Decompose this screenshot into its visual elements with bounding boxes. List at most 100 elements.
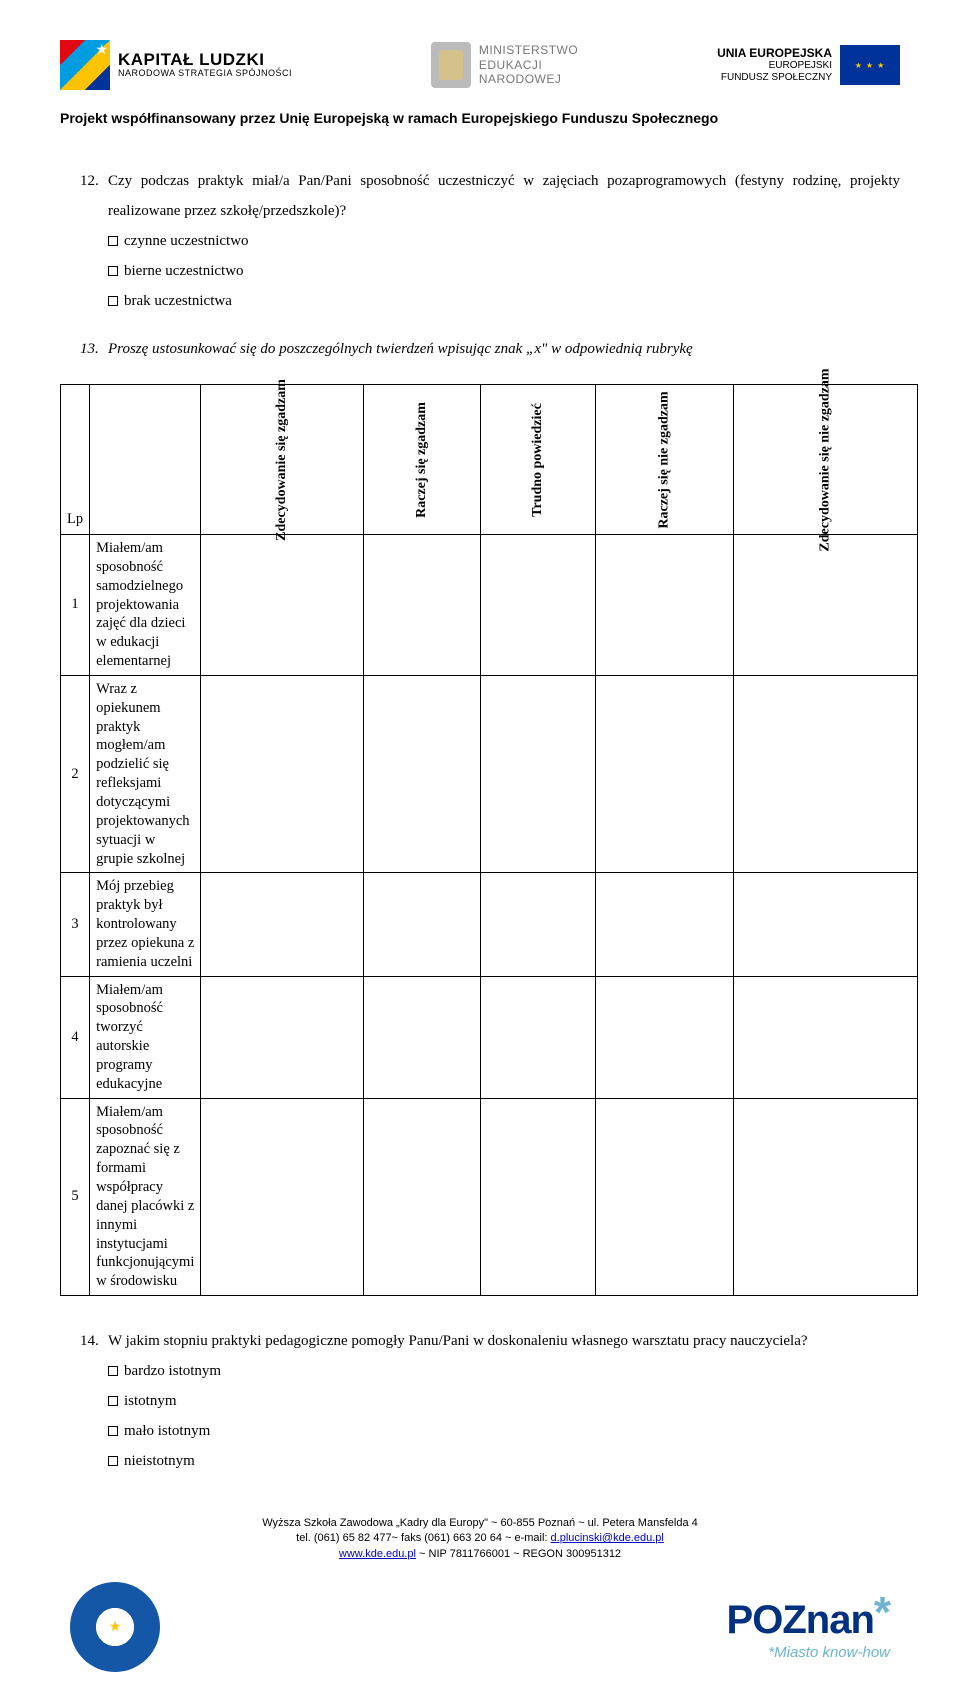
response-cell[interactable] bbox=[595, 675, 733, 872]
checkbox-icon[interactable] bbox=[108, 1426, 118, 1436]
header-logo-row: ★ KAPITAŁ LUDZKI NARODOWA STRATEGIA SPÓJ… bbox=[60, 40, 900, 90]
footer-line2: tel. (061) 65 82 477~ faks (061) 663 20 … bbox=[60, 1531, 900, 1546]
checkbox-icon[interactable] bbox=[108, 266, 118, 276]
response-cell[interactable] bbox=[595, 976, 733, 1098]
eu-sub2: FUNDUSZ SPOŁECZNY bbox=[717, 72, 832, 84]
kl-text: KAPITAŁ LUDZKI NARODOWA STRATEGIA SPÓJNO… bbox=[118, 51, 292, 80]
footer-line3-suffix: ~ NIP 7811766001 ~ REGON 300951312 bbox=[416, 1548, 621, 1560]
response-cell[interactable] bbox=[733, 535, 917, 676]
q12-text: Czy podczas praktyk miał/a Pan/Pani spos… bbox=[108, 166, 900, 226]
col-agree-strong: Zdecydowanie się zgadzam bbox=[201, 385, 364, 535]
question-12: 12. Czy podczas praktyk miał/a Pan/Pani … bbox=[80, 166, 900, 316]
response-cell[interactable] bbox=[595, 873, 733, 976]
question-14: 14. W jakim stopniu praktyki pedagogiczn… bbox=[80, 1326, 900, 1476]
response-cell[interactable] bbox=[201, 873, 364, 976]
table-header-row: Lp Zdecydowanie się zgadzam Raczej się z… bbox=[61, 385, 918, 535]
q14-option-3: mało istotnym bbox=[108, 1416, 900, 1446]
response-cell[interactable] bbox=[201, 1098, 364, 1295]
table-row: 5 Miałem/am sposobność zapoznać się z fo… bbox=[61, 1098, 918, 1295]
checkbox-icon[interactable] bbox=[108, 1456, 118, 1466]
col-statement bbox=[90, 385, 201, 535]
table-body: 1 Miałem/am sposobność samodzielnego pro… bbox=[61, 535, 918, 1296]
option-label: bierne uczestnictwo bbox=[124, 263, 244, 279]
response-cell[interactable] bbox=[364, 675, 481, 872]
question-13: 13. Proszę ustosunkować się do poszczegó… bbox=[80, 334, 900, 364]
response-cell[interactable] bbox=[201, 675, 364, 872]
response-cell[interactable] bbox=[480, 675, 595, 872]
logo-poznan: POZnan* *Miasto know-how bbox=[727, 1594, 890, 1661]
footer-line1: Wyższa Szkoła Zawodowa „Kadry dla Europy… bbox=[60, 1516, 900, 1531]
kl-icon: ★ bbox=[60, 40, 110, 90]
row-statement: Mój przebieg praktyk był kontrolowany pr… bbox=[90, 873, 201, 976]
col-lp: Lp bbox=[61, 385, 90, 535]
logo-ministerstwo: MINISTERSTWO EDUKACJI NARODOWEJ bbox=[431, 42, 578, 88]
response-cell[interactable] bbox=[480, 976, 595, 1098]
col-agree: Raczej się zgadzam bbox=[364, 385, 481, 535]
logo-wsz-seal bbox=[70, 1582, 160, 1672]
footer-url-link[interactable]: www.kde.edu.pl bbox=[339, 1548, 416, 1560]
q14-options: bardzo istotnym istotnym mało istotnym n… bbox=[80, 1356, 900, 1476]
q13-number: 13. bbox=[80, 334, 108, 364]
eu-text: UNIA EUROPEJSKA EUROPEJSKI FUNDUSZ SPOŁE… bbox=[717, 46, 832, 84]
response-cell[interactable] bbox=[733, 675, 917, 872]
response-cell[interactable] bbox=[364, 976, 481, 1098]
footer-email-link[interactable]: d.plucinski@kde.edu.pl bbox=[551, 1532, 664, 1544]
table-row: 1 Miałem/am sposobność samodzielnego pro… bbox=[61, 535, 918, 676]
table-row: 3 Mój przebieg praktyk był kontrolowany … bbox=[61, 873, 918, 976]
col-disagree: Raczej się nie zgadzam bbox=[595, 385, 733, 535]
content-area: 12. Czy podczas praktyk miał/a Pan/Pani … bbox=[60, 166, 900, 364]
q12-option-1: czynne uczestnictwo bbox=[108, 226, 900, 256]
response-cell[interactable] bbox=[364, 535, 481, 676]
row-statement: Miałem/am sposobność tworzyć autorskie p… bbox=[90, 976, 201, 1098]
men-emblem-icon bbox=[431, 42, 471, 88]
response-cell[interactable] bbox=[201, 976, 364, 1098]
q12-number: 12. bbox=[80, 166, 108, 226]
q14-text: W jakim stopniu praktyki pedagogiczne po… bbox=[108, 1326, 900, 1356]
response-cell[interactable] bbox=[733, 976, 917, 1098]
response-cell[interactable] bbox=[480, 535, 595, 676]
table-row: 4 Miałem/am sposobność tworzyć autorskie… bbox=[61, 976, 918, 1098]
document-page: ★ KAPITAŁ LUDZKI NARODOWA STRATEGIA SPÓJ… bbox=[0, 0, 960, 1702]
logo-kapital-ludzki: ★ KAPITAŁ LUDZKI NARODOWA STRATEGIA SPÓJ… bbox=[60, 40, 292, 90]
q12-option-3: brak uczestnictwa bbox=[108, 286, 900, 316]
men-line1: MINISTERSTWO bbox=[479, 43, 578, 57]
response-cell[interactable] bbox=[364, 1098, 481, 1295]
option-label: brak uczestnictwa bbox=[124, 293, 232, 309]
response-cell[interactable] bbox=[364, 873, 481, 976]
footer-contact: Wyższa Szkoła Zawodowa „Kadry dla Europy… bbox=[60, 1516, 900, 1562]
response-cell[interactable] bbox=[733, 1098, 917, 1295]
kl-subtitle: NARODOWA STRATEGIA SPÓJNOŚCI bbox=[118, 69, 292, 79]
row-num: 2 bbox=[61, 675, 90, 872]
col-neutral: Trudno powiedzieć bbox=[480, 385, 595, 535]
table-row: 2 Wraz z opiekunem praktyk mogłem/am pod… bbox=[61, 675, 918, 872]
q14-option-2: istotnym bbox=[108, 1386, 900, 1416]
option-label: bardzo istotnym bbox=[124, 1363, 221, 1379]
response-cell[interactable] bbox=[480, 873, 595, 976]
checkbox-icon[interactable] bbox=[108, 236, 118, 246]
row-num: 3 bbox=[61, 873, 90, 976]
project-funding-line: Projekt współfinansowany przez Unię Euro… bbox=[60, 110, 900, 126]
response-cell[interactable] bbox=[480, 1098, 595, 1295]
response-cell[interactable] bbox=[595, 535, 733, 676]
eu-sub1: EUROPEJSKI bbox=[717, 60, 832, 72]
row-num: 5 bbox=[61, 1098, 90, 1295]
row-statement: Wraz z opiekunem praktyk mogłem/am podzi… bbox=[90, 675, 201, 872]
asterisk-icon: * bbox=[874, 1588, 890, 1637]
checkbox-icon[interactable] bbox=[108, 296, 118, 306]
checkbox-icon[interactable] bbox=[108, 1396, 118, 1406]
men-text: MINISTERSTWO EDUKACJI NARODOWEJ bbox=[479, 43, 578, 86]
response-cell[interactable] bbox=[733, 873, 917, 976]
option-label: istotnym bbox=[124, 1393, 177, 1409]
eu-flag-icon bbox=[840, 45, 900, 85]
response-cell[interactable] bbox=[595, 1098, 733, 1295]
checkbox-icon[interactable] bbox=[108, 1366, 118, 1376]
row-statement: Miałem/am sposobność samodzielnego proje… bbox=[90, 535, 201, 676]
poznan-tagline: *Miasto know-how bbox=[727, 1644, 890, 1661]
footer-line3: www.kde.edu.pl ~ NIP 7811766001 ~ REGON … bbox=[60, 1547, 900, 1562]
logo-eu: UNIA EUROPEJSKA EUROPEJSKI FUNDUSZ SPOŁE… bbox=[717, 45, 900, 85]
row-num: 1 bbox=[61, 535, 90, 676]
response-cell[interactable] bbox=[201, 535, 364, 676]
q12-option-2: bierne uczestnictwo bbox=[108, 256, 900, 286]
men-line2: EDUKACJI bbox=[479, 58, 578, 72]
footer-logo-row: POZnan* *Miasto know-how bbox=[60, 1582, 900, 1672]
